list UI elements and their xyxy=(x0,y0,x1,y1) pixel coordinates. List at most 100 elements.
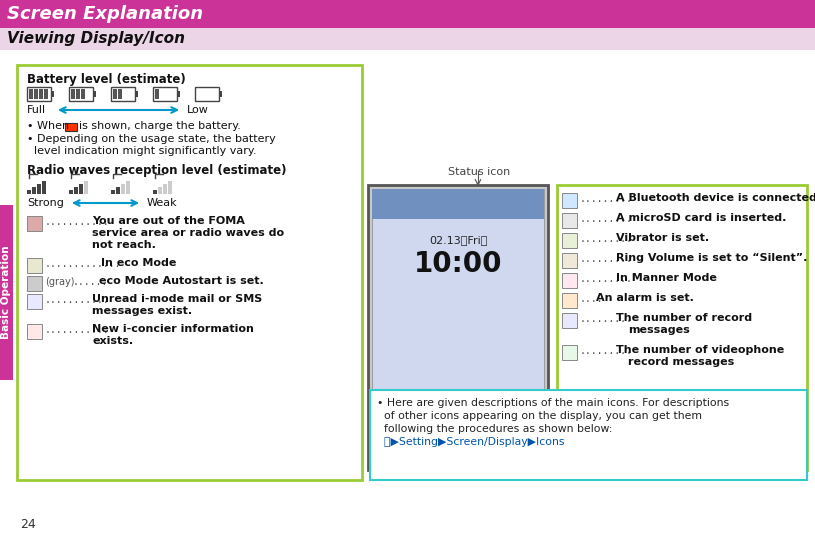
Text: An alarm is set.: An alarm is set. xyxy=(596,293,694,303)
Text: In Manner Mode: In Manner Mode xyxy=(616,273,717,283)
Bar xyxy=(71,89,75,99)
Text: not reach.: not reach. xyxy=(92,240,156,250)
Bar xyxy=(111,190,115,194)
Text: .........: ......... xyxy=(580,194,633,204)
Text: Status icon: Status icon xyxy=(448,167,510,177)
Text: 02.13（Fri）: 02.13（Fri） xyxy=(429,235,487,245)
Bar xyxy=(65,123,77,131)
Bar xyxy=(0,0,815,28)
Text: .........: ......... xyxy=(580,274,633,284)
Text: Weak: Weak xyxy=(147,198,178,208)
Text: .............: ............. xyxy=(45,259,121,269)
Bar xyxy=(0,205,13,380)
Text: You are out of the FOMA: You are out of the FOMA xyxy=(92,216,245,226)
Bar xyxy=(562,213,577,228)
Text: 24: 24 xyxy=(20,518,36,531)
Text: Basic Operation: Basic Operation xyxy=(2,246,11,339)
Bar xyxy=(562,345,577,360)
Text: service area or radio waves do: service area or radio waves do xyxy=(92,228,284,238)
Bar xyxy=(562,193,577,208)
Text: .........: ......... xyxy=(580,346,633,356)
Text: (gray): (gray) xyxy=(45,277,74,287)
Bar xyxy=(126,181,130,194)
Text: ......: ...... xyxy=(73,277,108,287)
Bar xyxy=(562,293,577,308)
Text: .........: ......... xyxy=(580,214,633,224)
Bar xyxy=(163,184,167,194)
Bar xyxy=(116,187,120,194)
Bar xyxy=(562,313,577,328)
Text: ...........: ........... xyxy=(45,295,110,305)
Bar xyxy=(168,181,172,194)
Text: New i-concier information: New i-concier information xyxy=(92,324,254,334)
Bar xyxy=(153,190,157,194)
Text: A Bluetooth device is connected.: A Bluetooth device is connected. xyxy=(616,193,815,203)
Text: Screen Explanation: Screen Explanation xyxy=(7,5,203,23)
Bar xyxy=(562,273,577,288)
Bar xyxy=(51,91,54,97)
Text: level indication might significantly vary.: level indication might significantly var… xyxy=(34,146,257,156)
Text: Radio waves reception level (estimate): Radio waves reception level (estimate) xyxy=(27,164,287,177)
Bar xyxy=(84,181,88,194)
Bar xyxy=(368,185,548,470)
Bar xyxy=(29,89,33,99)
Bar xyxy=(17,65,362,480)
Text: .........: ......... xyxy=(580,234,633,244)
Bar xyxy=(121,184,125,194)
Bar xyxy=(557,185,807,470)
Text: Low: Low xyxy=(187,105,209,115)
Text: Strong: Strong xyxy=(27,198,64,208)
Bar xyxy=(44,89,48,99)
Bar xyxy=(0,28,815,50)
Bar xyxy=(79,184,83,194)
Bar xyxy=(32,187,36,194)
Bar xyxy=(562,253,577,268)
Text: A microSD card is inserted.: A microSD card is inserted. xyxy=(616,213,786,223)
Text: • Here are given descriptions of the main icons. For descriptions: • Here are given descriptions of the mai… xyxy=(377,398,729,408)
Bar xyxy=(195,87,219,101)
Bar xyxy=(34,89,38,99)
Text: The number of record: The number of record xyxy=(616,313,752,323)
Text: exists.: exists. xyxy=(92,336,134,346)
Bar xyxy=(27,276,42,291)
Text: record messages: record messages xyxy=(628,357,734,367)
Text: messages exist.: messages exist. xyxy=(92,306,192,316)
Bar xyxy=(372,189,544,466)
Text: • Depending on the usage state, the battery: • Depending on the usage state, the batt… xyxy=(27,134,275,144)
Bar xyxy=(113,89,117,99)
Text: .........: ......... xyxy=(580,254,633,264)
Text: • When: • When xyxy=(27,121,69,131)
Text: eco Mode Autostart is set.: eco Mode Autostart is set. xyxy=(99,276,263,286)
Bar xyxy=(158,187,162,194)
Text: of other icons appearing on the display, you can get them: of other icons appearing on the display,… xyxy=(377,411,702,421)
Text: ...........: ........... xyxy=(45,217,110,227)
Bar xyxy=(135,91,138,97)
Bar xyxy=(76,89,80,99)
Bar xyxy=(177,91,180,97)
Bar xyxy=(27,190,31,194)
Bar xyxy=(27,324,42,339)
Text: Battery level (estimate): Battery level (estimate) xyxy=(27,73,186,86)
Bar xyxy=(118,89,122,99)
Bar xyxy=(69,87,93,101)
Text: Viewing Display/Icon: Viewing Display/Icon xyxy=(7,31,185,46)
Bar xyxy=(27,258,42,273)
Bar xyxy=(27,87,51,101)
Bar xyxy=(372,189,544,219)
Bar xyxy=(93,91,96,97)
Text: Full: Full xyxy=(27,105,46,115)
Bar xyxy=(111,87,135,101)
Bar xyxy=(562,233,577,248)
Text: is shown, charge the battery.: is shown, charge the battery. xyxy=(79,121,241,131)
Text: 10:00: 10:00 xyxy=(414,250,502,278)
Text: Vibrator is set.: Vibrator is set. xyxy=(616,233,709,243)
Bar xyxy=(74,187,78,194)
Bar xyxy=(39,89,43,99)
Bar xyxy=(42,181,46,194)
Bar xyxy=(370,390,807,480)
Text: ⓘ▶Setting▶Screen/Display▶Icons: ⓘ▶Setting▶Screen/Display▶Icons xyxy=(377,437,565,447)
Bar xyxy=(27,294,42,309)
Bar xyxy=(153,87,177,101)
Bar xyxy=(81,89,85,99)
Text: following the procedures as shown below:: following the procedures as shown below: xyxy=(377,424,612,434)
